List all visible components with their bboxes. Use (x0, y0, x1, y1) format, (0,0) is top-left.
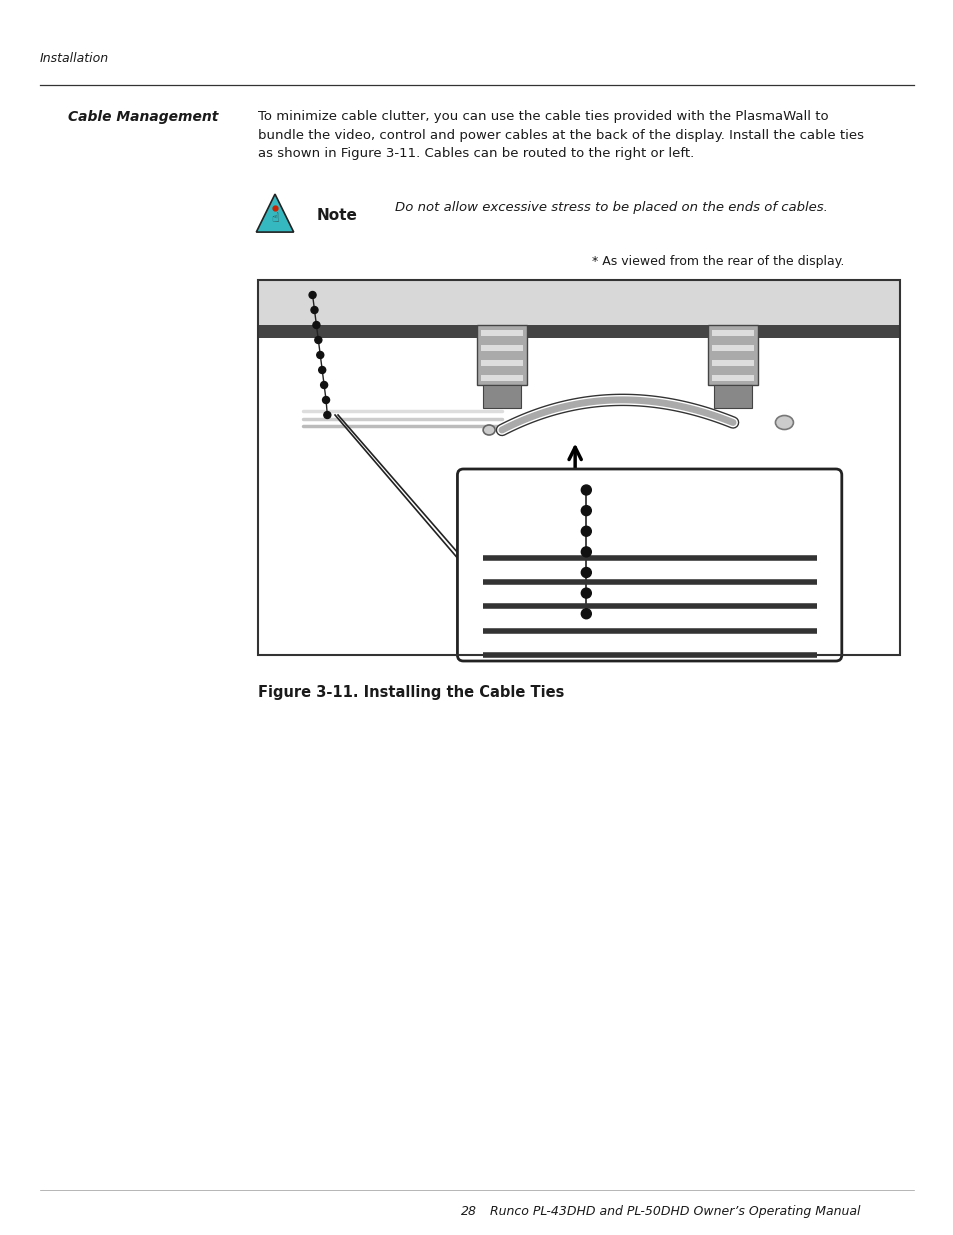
Text: Figure 3-11. Installing the Cable Ties: Figure 3-11. Installing the Cable Ties (257, 685, 564, 700)
FancyBboxPatch shape (456, 469, 841, 661)
Circle shape (309, 291, 315, 299)
Circle shape (311, 306, 317, 314)
Circle shape (323, 411, 331, 419)
Circle shape (580, 547, 591, 557)
Bar (714, 385, 751, 408)
Bar (480, 345, 522, 351)
Bar (476, 325, 526, 385)
Text: To minimize cable clutter, you can use the cable ties provided with the PlasmaWa: To minimize cable clutter, you can use t… (257, 110, 863, 161)
Bar (711, 359, 753, 366)
Circle shape (580, 609, 591, 619)
Text: Installation: Installation (40, 52, 109, 65)
Text: Cable Management: Cable Management (68, 110, 218, 124)
Circle shape (580, 505, 591, 516)
Bar (257, 280, 899, 655)
Text: Note: Note (316, 207, 357, 222)
Text: * As viewed from the rear of the display.: * As viewed from the rear of the display… (591, 254, 843, 268)
Circle shape (313, 321, 319, 329)
Bar (711, 374, 753, 380)
Circle shape (314, 336, 321, 343)
Bar (480, 359, 522, 366)
Circle shape (580, 568, 591, 578)
Bar (482, 385, 520, 408)
Polygon shape (256, 194, 294, 232)
Bar (480, 374, 522, 380)
Bar (257, 325, 899, 338)
Circle shape (580, 588, 591, 598)
Bar (707, 325, 758, 385)
Circle shape (580, 485, 591, 495)
Circle shape (322, 396, 329, 404)
Bar (711, 345, 753, 351)
Text: 28: 28 (460, 1205, 476, 1218)
Bar (257, 338, 899, 655)
Circle shape (320, 382, 327, 389)
Bar (711, 330, 753, 336)
Ellipse shape (775, 415, 793, 430)
Bar (257, 280, 899, 325)
Text: Runco PL-43DHD and PL-50DHD Owner’s Operating Manual: Runco PL-43DHD and PL-50DHD Owner’s Oper… (490, 1205, 860, 1218)
Text: Do not allow excessive stress to be placed on the ends of cables.: Do not allow excessive stress to be plac… (395, 200, 827, 214)
Circle shape (318, 367, 325, 373)
Ellipse shape (482, 425, 495, 435)
Circle shape (316, 352, 323, 358)
Text: ☝: ☝ (271, 211, 278, 225)
Bar (480, 330, 522, 336)
Circle shape (580, 526, 591, 536)
